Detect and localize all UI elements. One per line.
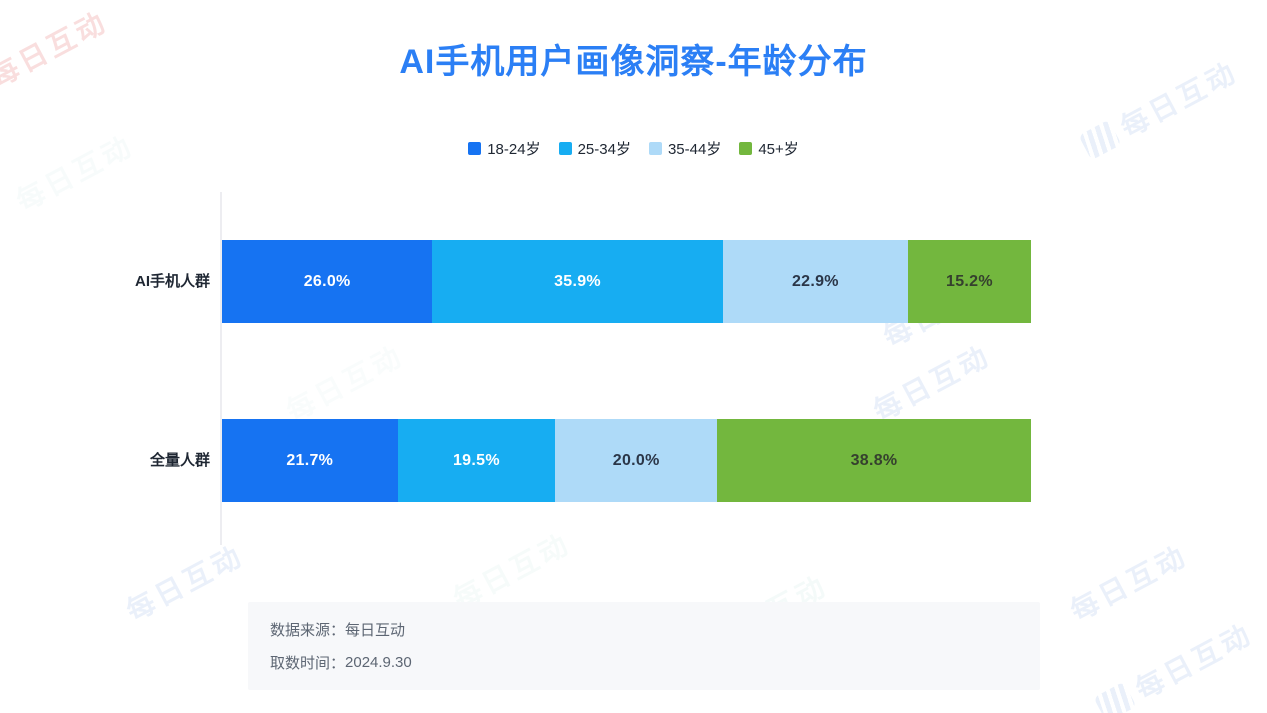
legend-label: 35-44岁 (667, 141, 722, 158)
chart-legend: 18-24岁 25-34岁 35-44岁 45+岁 (0, 138, 1267, 159)
bar-segment: 21.7% (222, 419, 398, 502)
legend-item[interactable]: 18-24岁 (468, 138, 541, 159)
brand-watermark: 每日互动 (1063, 534, 1195, 629)
bar-segment: 20.0% (555, 419, 718, 502)
watermark-text: 每日互动 (121, 539, 250, 628)
bar-segment: 35.9% (432, 240, 723, 323)
legend-swatch-icon (739, 142, 753, 155)
data-source-box: 数据来源： 每日互动 取数时间： 2024.9.30 (248, 602, 1040, 690)
bar-value-label: 15.2% (946, 272, 993, 290)
bar-value-label: 26.0% (303, 272, 351, 290)
legend-item[interactable]: 25-34岁 (558, 138, 631, 159)
category-label-ai-phone: AI手机人群 (134, 273, 210, 290)
legend-item[interactable]: 35-44岁 (648, 138, 722, 159)
bar-segment: 22.9% (722, 240, 908, 323)
legend-swatch-icon (558, 142, 572, 155)
watermark-text: 每日互动 (279, 334, 411, 429)
legend-label: 25-34岁 (577, 141, 631, 158)
data-source-label: 数据来源： (270, 622, 346, 639)
data-date-line: 取数时间： 2024.9.30 (270, 652, 1018, 673)
watermark-text: 每日互动 (1130, 617, 1259, 706)
bar-segment: 26.0% (222, 240, 433, 323)
bar-segment: 38.8% (717, 419, 1031, 502)
brand-logo-icon (1093, 681, 1137, 713)
legend-label: 45+岁 (758, 141, 799, 158)
bar-value-label: 21.7% (286, 451, 334, 469)
bar-value-label: 38.8% (850, 451, 898, 469)
data-date-label: 取数时间： (270, 655, 346, 672)
y-axis-line (220, 192, 222, 545)
watermark-text: 每日互动 (1065, 539, 1194, 628)
watermark-text: 每日互动 (868, 339, 997, 428)
page-title: AI手机用户画像洞察-年龄分布 (399, 43, 868, 81)
data-source-line: 数据来源： 每日互动 (270, 619, 1018, 640)
bar-segment: 15.2% (908, 240, 1031, 323)
bar-value-label: 19.5% (452, 451, 500, 469)
bar-row-all-users: 21.7% 19.5% 20.0% 38.8% (222, 419, 1031, 502)
bar-segment: 19.5% (397, 419, 556, 502)
brand-watermark: 每日互动 (119, 534, 251, 629)
legend-swatch-icon (648, 142, 662, 155)
category-label-all-users: 全量人群 (149, 452, 210, 469)
data-source-value: 每日互动 (345, 622, 406, 639)
brand-watermark: 每日互动 (1091, 613, 1260, 713)
brand-watermark: 每日互动 (866, 334, 998, 429)
bar-value-label: 35.9% (554, 272, 601, 290)
data-date-value: 2024.9.30 (345, 654, 412, 671)
bar-value-label: 20.0% (612, 451, 660, 469)
bar-row-ai-phone: 26.0% 35.9% 22.9% 15.2% (222, 240, 1031, 323)
legend-swatch-icon (468, 142, 482, 155)
brand-watermark: 每日互动 (279, 334, 411, 429)
bar-value-label: 22.9% (791, 272, 839, 290)
legend-label: 18-24岁 (487, 141, 541, 158)
legend-item[interactable]: 45+岁 (739, 138, 799, 159)
